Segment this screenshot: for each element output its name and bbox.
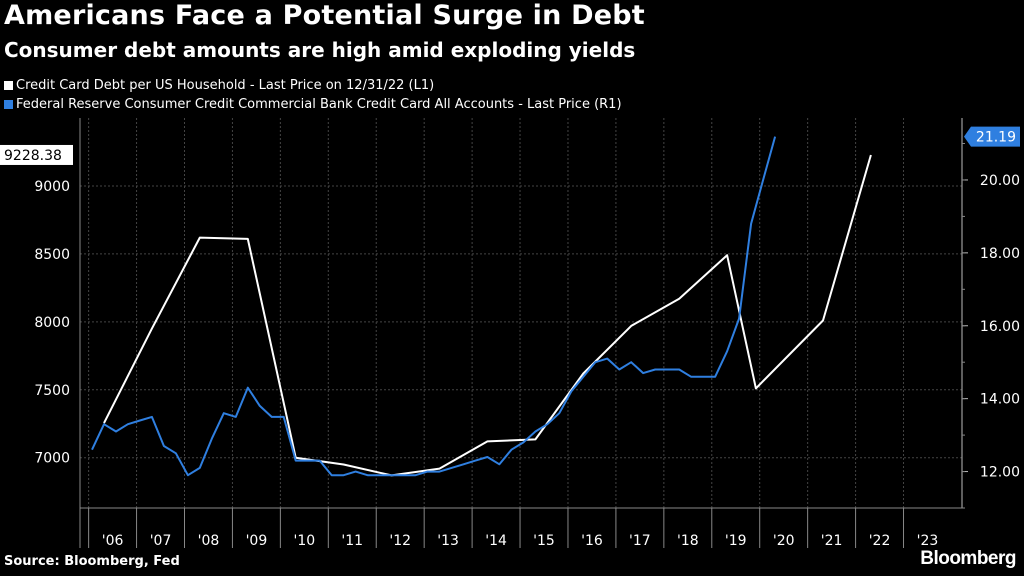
series-lines — [91, 136, 872, 477]
x-tick-label: '11 — [341, 533, 363, 549]
legend-label-fed-credit: Federal Reserve Consumer Credit Commerci… — [16, 97, 622, 112]
x-tick-label: '20 — [773, 533, 795, 549]
axes — [79, 118, 963, 548]
x-tick-label: '22 — [869, 533, 891, 549]
left-tick-label: 7000 — [34, 451, 70, 467]
source-note: Source: Bloomberg, Fed — [4, 554, 180, 569]
right-tick-label: 20.00 — [980, 173, 1020, 189]
x-tick-label: '07 — [150, 533, 172, 549]
legend-label-household-debt: Credit Card Debt per US Household - Last… — [16, 78, 435, 93]
left-tick-label: 8500 — [34, 247, 70, 263]
right-tick-label: 16.00 — [980, 319, 1020, 335]
x-tick-label: '12 — [389, 533, 411, 549]
right-tick-label: 14.00 — [980, 392, 1020, 408]
x-tick-label: '18 — [677, 533, 699, 549]
last-value-tags: 9228.38 21.19 — [0, 126, 1020, 165]
last-value-label-household-debt: 9228.38 — [4, 148, 62, 164]
x-tick-label: '23 — [917, 533, 939, 549]
left-axis-ticks: 7000 7500 8000 8500 9000 — [34, 179, 70, 467]
x-tick-label: '09 — [246, 533, 268, 549]
left-tick-label: 8000 — [34, 315, 70, 331]
last-value-tag-fed-credit — [964, 126, 1020, 147]
x-tick-label: '13 — [437, 533, 459, 549]
right-axis-ticks: 12.00 14.00 16.00 18.00 20.00 — [962, 143, 1020, 509]
left-tick-label: 7500 — [34, 383, 70, 399]
x-tick-label: '08 — [198, 533, 220, 549]
series-fed-credit-line — [91, 136, 777, 477]
x-tick-label: '10 — [293, 533, 315, 549]
x-tick-label: '14 — [485, 533, 507, 549]
x-tick-label: '19 — [725, 533, 747, 549]
x-axis-ticks: '06 '07 '08 '09 '10 '11 '12 '13 '14 '15 '16 '17 '18 '… — [88, 508, 939, 549]
bloomberg-logo: Bloomberg — [920, 548, 1016, 569]
x-tick-label: '06 — [102, 533, 124, 549]
legend: Credit Card Debt per US Household - Last… — [4, 76, 622, 114]
x-tick-label: '15 — [533, 533, 555, 549]
chart-subtitle: Consumer debt amounts are high amid expl… — [4, 38, 636, 62]
right-tick-label: 18.00 — [980, 246, 1020, 262]
x-tick-label: '17 — [629, 533, 651, 549]
x-tick-label: '16 — [581, 533, 603, 549]
last-value-label-fed-credit: 21.19 — [976, 130, 1016, 146]
last-value-tag-household-debt — [0, 144, 73, 165]
chart-title: Americans Face a Potential Surge in Debt — [4, 0, 645, 31]
x-tick-label: '21 — [821, 533, 843, 549]
series-household-debt-line — [103, 154, 872, 477]
gridlines — [80, 118, 962, 508]
left-tick-label: 9000 — [34, 179, 70, 195]
legend-swatch-white — [4, 81, 13, 90]
legend-item-household-debt: Credit Card Debt per US Household - Last… — [4, 76, 622, 95]
legend-item-fed-credit: Federal Reserve Consumer Credit Commerci… — [4, 95, 622, 114]
legend-swatch-blue — [4, 100, 13, 109]
right-tick-label: 12.00 — [980, 465, 1020, 481]
